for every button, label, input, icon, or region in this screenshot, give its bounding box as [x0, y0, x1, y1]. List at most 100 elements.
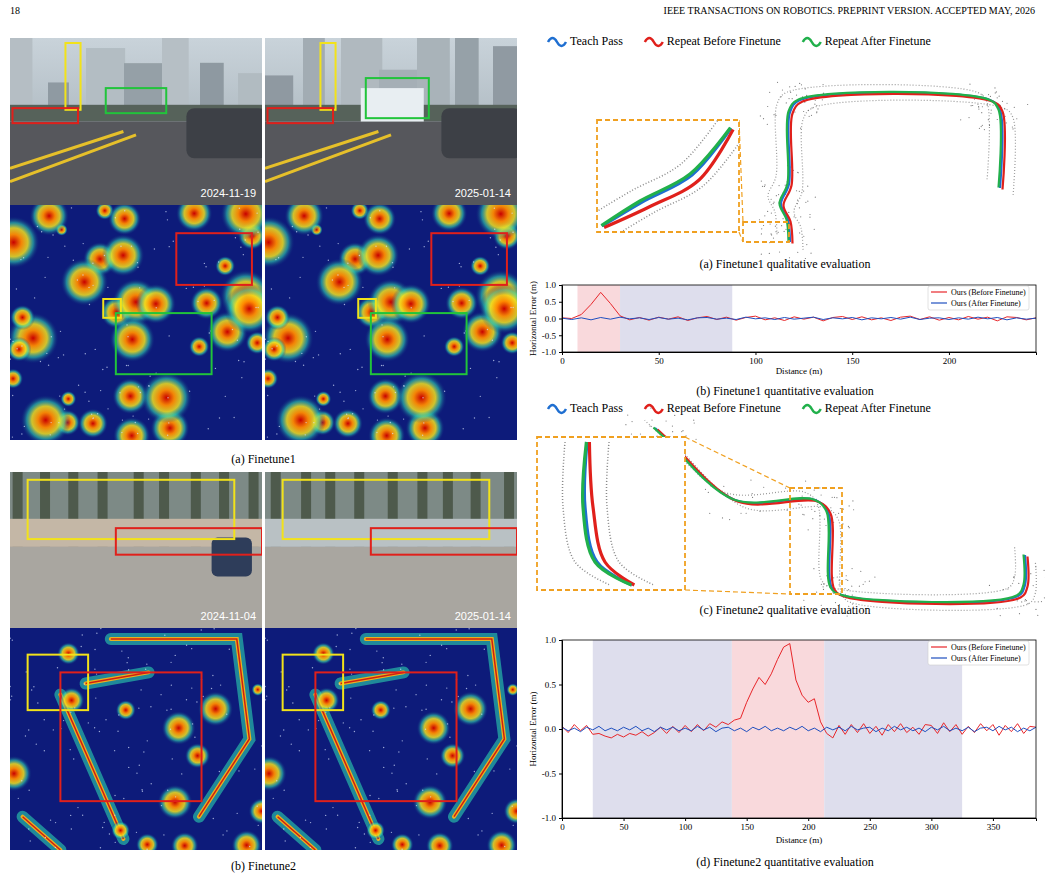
inset-trajectory [602, 128, 731, 226]
heatmap-point [325, 749, 326, 750]
heatmap-point [73, 758, 74, 759]
map-point [825, 525, 826, 526]
legend: Ours (Before Finetune)Ours (After Finetu… [928, 641, 1029, 665]
heatmap-point [426, 684, 427, 685]
heatmap-point [347, 263, 348, 264]
heatmap-point [114, 815, 115, 816]
heatmap-point [205, 266, 206, 267]
tick-mark [559, 685, 562, 686]
heatmap-point [203, 696, 204, 697]
heatmap-point [362, 408, 363, 409]
heatmap-point [422, 790, 423, 791]
tick: 150 [740, 818, 754, 832]
panel-caption: (a) Finetune1 qualitative evaluation [700, 257, 871, 271]
heatmap-blob [57, 642, 80, 665]
heatmap-point [28, 729, 29, 730]
heatmap-point [255, 307, 256, 308]
heatmap-blob [366, 821, 385, 840]
heatmap-point [475, 684, 476, 685]
heatmap-point [378, 798, 379, 799]
heatmap-point [266, 695, 267, 696]
tick-label: 0.0 [545, 314, 557, 324]
map-point [823, 586, 824, 587]
heatmap-point [357, 827, 358, 828]
heatmap-point [167, 219, 168, 220]
heatmap-point [422, 435, 423, 436]
heatmap-blob [224, 284, 262, 334]
map-point [833, 577, 834, 578]
heatmap-point [313, 357, 314, 358]
heatmap-point [163, 834, 164, 835]
heatmap-point [93, 417, 94, 418]
map-point [794, 111, 795, 112]
legend-label: Repeat Before Finetune [667, 34, 781, 48]
heatmap-point [148, 385, 149, 386]
map-point [800, 216, 801, 217]
heatmap-blob [479, 284, 517, 334]
heatmap-point [73, 260, 74, 261]
heatmap-blob [486, 830, 516, 850]
heatmap-point [474, 417, 475, 418]
heatmap-point [500, 239, 501, 240]
heatmap-point [115, 842, 116, 843]
heatmap-point [513, 825, 514, 826]
map-point [987, 105, 988, 106]
heatmap-point [21, 433, 22, 434]
heatmap-point [148, 385, 149, 386]
map-point [984, 129, 985, 130]
heatmap-point [181, 773, 182, 774]
heatmap-point [100, 847, 101, 848]
heatmap-point [128, 767, 129, 768]
trajectory [655, 428, 1026, 603]
heatmap-point [148, 418, 149, 419]
highlight-box [371, 528, 517, 555]
heatmap-point [351, 673, 352, 674]
heatmap-point [315, 331, 316, 332]
heatmap-point [34, 297, 35, 298]
heatmap-point [186, 645, 187, 646]
heatmap-blob [440, 743, 466, 769]
photo [10, 472, 262, 628]
heatmap-blob [61, 258, 109, 306]
heatmap-point [100, 628, 101, 629]
map-point [845, 579, 846, 580]
map-point [803, 190, 804, 191]
map-point [1035, 609, 1036, 610]
heatmap-point [92, 418, 93, 419]
map-point [1014, 107, 1015, 108]
map-point [1021, 601, 1022, 602]
heatmap-point [88, 400, 89, 401]
map-point [823, 589, 824, 590]
heatmap-point [512, 231, 513, 232]
photo-building [455, 38, 479, 113]
heatmap-point [267, 341, 268, 342]
heatmap [10, 628, 262, 850]
map-point [759, 511, 760, 512]
heatmap-point [12, 639, 13, 640]
panel-caption: (a) Finetune1 [231, 452, 295, 466]
heatmap-point [446, 687, 447, 688]
map-point [811, 107, 812, 108]
highlight-box [65, 43, 80, 110]
heatmap-blob [246, 331, 262, 354]
inset [562, 442, 654, 585]
heatmap-point [468, 628, 469, 629]
heatmap-point [349, 668, 350, 669]
heatmap-point [254, 768, 255, 769]
heatmap-point [258, 825, 259, 826]
heatmap-point [516, 745, 517, 746]
heatmap-point [493, 770, 494, 771]
heatmap-point [278, 257, 279, 258]
heatmap-point [240, 247, 241, 248]
heatmap-point [44, 277, 45, 278]
map-point [874, 576, 875, 577]
map-point [665, 420, 666, 421]
map-point [631, 421, 632, 422]
map-point [982, 106, 983, 107]
heatmap-point [373, 714, 374, 715]
legend-label: Repeat Before Finetune [667, 401, 781, 415]
map-point [848, 589, 849, 590]
map-point [763, 487, 764, 488]
heatmap-point [348, 417, 349, 418]
series-line [562, 644, 1036, 738]
